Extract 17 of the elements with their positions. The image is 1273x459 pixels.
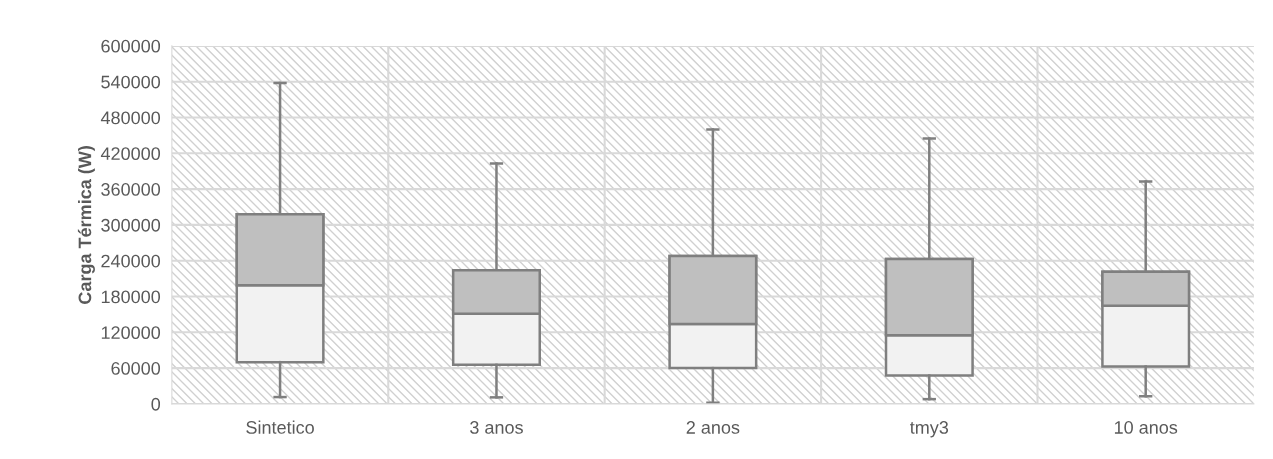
y-tick-label: 480000 (100, 111, 161, 125)
y-tick-label: 420000 (100, 147, 161, 161)
x-tick-label: 10 anos (1114, 421, 1178, 434)
y-tick-label: 180000 (101, 290, 161, 304)
y-tick-label: 0 (151, 397, 161, 411)
x-tick-label: tmy3 (910, 421, 949, 438)
y-tick-label: 120000 (101, 326, 161, 340)
x-tick-label: 3 anos (470, 421, 523, 434)
y-tick-label: 60000 (111, 362, 161, 375)
y-tick-label: 240000 (101, 254, 161, 268)
y-axis-title: Carga Térmica (W) (77, 146, 95, 304)
x-tick-label: Sintetico (246, 420, 314, 434)
y-tick-label: 300000 (101, 218, 161, 232)
y-tick-label: 600000 (101, 39, 161, 53)
y-tick-label: 360000 (101, 183, 161, 196)
x-tick-label: 2 anos (686, 421, 740, 434)
y-tick-label: 540000 (101, 75, 161, 89)
